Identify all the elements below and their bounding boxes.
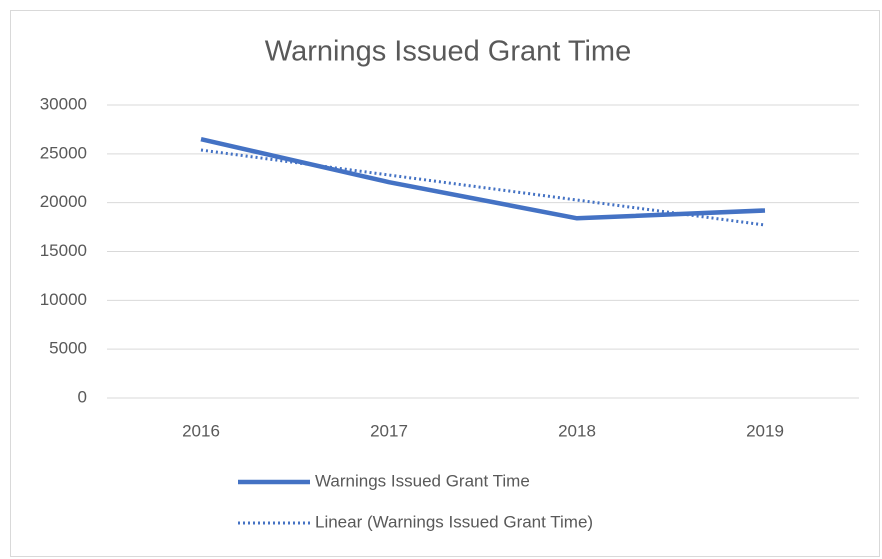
- x-tick-label: 2017: [370, 421, 408, 440]
- x-tick-label: 2016: [182, 421, 220, 440]
- chart-border: [10, 10, 880, 557]
- y-tick-label: 5000: [49, 339, 87, 358]
- x-tick-label: 2018: [558, 421, 596, 440]
- series-line: [200, 136, 766, 221]
- y-tick-label: 0: [78, 387, 87, 406]
- y-tick-label: 15000: [40, 241, 87, 260]
- y-tick-label: 10000: [40, 290, 87, 309]
- y-tick-label: 20000: [40, 192, 87, 211]
- legend-label: Linear (Warnings Issued Grant Time): [315, 512, 593, 531]
- chart-title: Warnings Issued Grant Time: [265, 36, 631, 68]
- y-tick-label: 30000: [40, 94, 87, 113]
- y-tick-label: 25000: [40, 143, 87, 162]
- x-tick-label: 2019: [746, 421, 784, 440]
- legend-label: Warnings Issued Grant Time: [315, 471, 530, 490]
